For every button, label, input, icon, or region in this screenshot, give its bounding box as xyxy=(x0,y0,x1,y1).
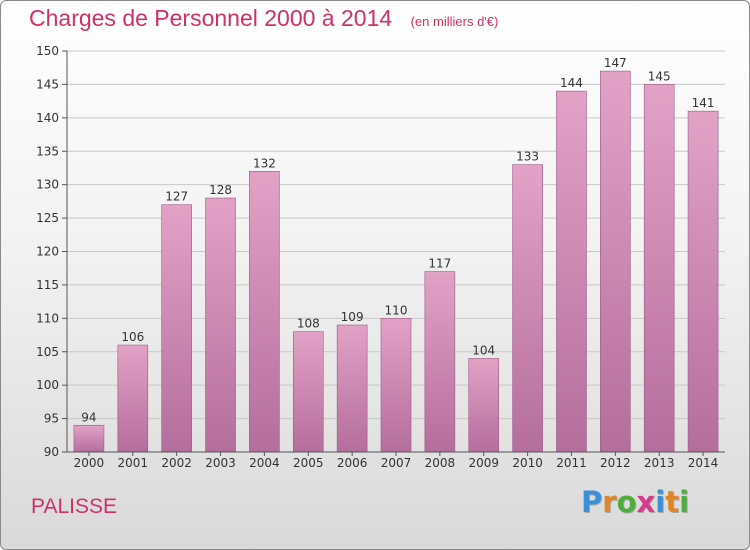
bar-2008 xyxy=(424,271,456,453)
chart-title: Charges de Personnel 2000 à 2014 (en mil… xyxy=(29,5,498,32)
x-tick-label: 2014 xyxy=(688,456,719,470)
x-tick-label: 2006 xyxy=(337,456,368,470)
logo-letter: P xyxy=(581,485,603,519)
bar-2003 xyxy=(205,197,236,453)
commune-name: PALISSE xyxy=(31,495,117,518)
bar-2002 xyxy=(161,204,192,453)
x-tick-label: 2001 xyxy=(118,456,149,470)
logo-letter: r xyxy=(602,485,617,519)
value-label: 133 xyxy=(516,150,539,164)
value-label: 145 xyxy=(648,69,671,83)
value-label: 132 xyxy=(253,156,276,170)
title-unit: (en milliers d'€) xyxy=(410,14,499,29)
value-label: 104 xyxy=(472,343,495,357)
value-label: 110 xyxy=(385,303,408,317)
value-label: 128 xyxy=(209,183,232,197)
bar-2004 xyxy=(249,171,280,453)
y-tick-label: 95 xyxy=(44,412,59,426)
y-tick-label: 105 xyxy=(36,345,59,359)
x-tick-label: 2011 xyxy=(556,456,587,470)
logo-letter: i xyxy=(679,485,690,519)
value-label: 94 xyxy=(81,410,96,424)
y-tick-label: 125 xyxy=(36,211,59,225)
y-tick-label: 90 xyxy=(44,445,59,459)
proxiti-logo: Proxiti xyxy=(581,485,689,519)
y-tick-label: 100 xyxy=(36,378,59,392)
value-label: 106 xyxy=(121,330,144,344)
value-label: 147 xyxy=(604,56,627,70)
bar-2001 xyxy=(117,344,149,453)
x-tick-label: 2007 xyxy=(381,456,412,470)
bar-2013 xyxy=(643,84,675,453)
x-tick-label: 2005 xyxy=(293,456,324,470)
x-tick-label: 2009 xyxy=(468,456,499,470)
x-tick-label: 2003 xyxy=(205,456,236,470)
x-tick-label: 2000 xyxy=(74,456,105,470)
x-tick-label: 2013 xyxy=(644,456,675,470)
y-tick-label: 115 xyxy=(36,278,59,292)
bar-2007 xyxy=(380,318,412,453)
x-tick-label: 2002 xyxy=(161,456,192,470)
logo-letter: i xyxy=(655,485,666,519)
value-label: 144 xyxy=(560,76,583,90)
bar-2011 xyxy=(556,90,587,453)
y-tick-label: 150 xyxy=(36,44,59,58)
bar-2010 xyxy=(512,164,543,453)
x-tick-label: 2008 xyxy=(425,456,456,470)
x-tick-label: 2012 xyxy=(600,456,631,470)
logo-letter: t xyxy=(665,485,680,519)
bar-2014 xyxy=(687,110,719,453)
x-tick-label: 2004 xyxy=(249,456,280,470)
title-main: Charges de Personnel 2000 à 2014 xyxy=(29,5,393,31)
y-tick-label: 130 xyxy=(36,178,59,192)
y-tick-label: 145 xyxy=(36,77,59,91)
logo-letter: x xyxy=(636,485,656,519)
x-tick-label: 2010 xyxy=(512,456,543,470)
y-tick-label: 120 xyxy=(36,245,59,259)
bar-2009 xyxy=(468,358,500,453)
y-tick-label: 135 xyxy=(36,144,59,158)
value-label: 141 xyxy=(692,96,715,110)
bar-2005 xyxy=(292,331,324,453)
value-label: 117 xyxy=(428,257,451,271)
bar-2000 xyxy=(73,424,105,453)
y-tick-label: 140 xyxy=(36,111,59,125)
value-label: 108 xyxy=(297,317,320,331)
logo-letter: o xyxy=(616,485,637,519)
value-label: 127 xyxy=(165,190,188,204)
bar-2012 xyxy=(600,70,631,453)
y-tick-label: 110 xyxy=(36,311,59,325)
value-label: 109 xyxy=(341,310,364,324)
bar-2006 xyxy=(336,324,368,453)
